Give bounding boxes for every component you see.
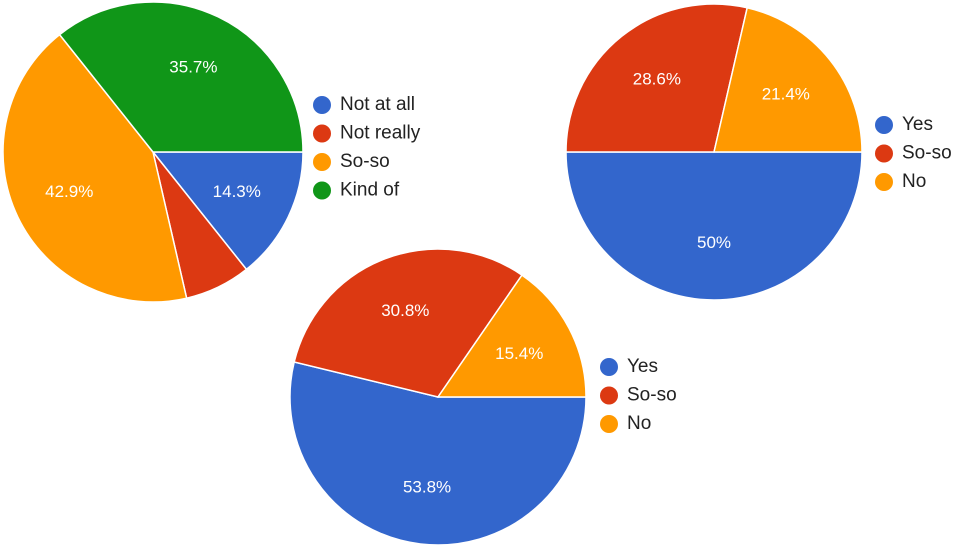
slice-label: 28.6% (633, 70, 681, 89)
pie-slice (58, 1, 304, 153)
slice-label: 42.9% (45, 182, 93, 201)
slice-label: 53.8% (403, 478, 451, 497)
legend-marker (875, 144, 893, 163)
pie-slice (565, 3, 749, 153)
pie-slice (713, 6, 863, 153)
slice-label: 14.3% (213, 182, 261, 201)
slice-label: 50% (697, 233, 731, 252)
pie-slice (293, 248, 523, 398)
legend-marker (875, 116, 893, 134)
legend-marker (313, 181, 331, 200)
pie-slice (565, 151, 863, 301)
pie-slice (289, 361, 587, 546)
legend-marker (313, 124, 331, 143)
legend-marker (600, 386, 618, 405)
slice-label: 21.4% (762, 84, 810, 103)
legend-label: So-so (340, 151, 390, 172)
legend-label: No (902, 171, 926, 192)
legend-label: So-so (902, 143, 952, 164)
legend-label: No (627, 413, 651, 434)
pie-slice (151, 151, 304, 271)
legend-label: Yes (902, 114, 933, 135)
legend-marker (600, 358, 618, 376)
legend-marker (875, 173, 893, 191)
pie-slice (436, 274, 587, 398)
pie-slice (2, 33, 188, 303)
legend-marker (600, 415, 618, 433)
slice-label: 15.4% (495, 344, 543, 363)
legend-marker (313, 96, 331, 114)
legend-label: So-so (627, 385, 677, 406)
slice-label: 30.8% (381, 301, 429, 320)
legend-label: Not really (340, 123, 421, 144)
legend-marker (313, 153, 331, 171)
legend-label: Kind of (340, 180, 400, 201)
legend-label: Not at all (340, 94, 415, 115)
legend-label: Yes (627, 356, 658, 377)
slice-label: 35.7% (169, 58, 217, 77)
